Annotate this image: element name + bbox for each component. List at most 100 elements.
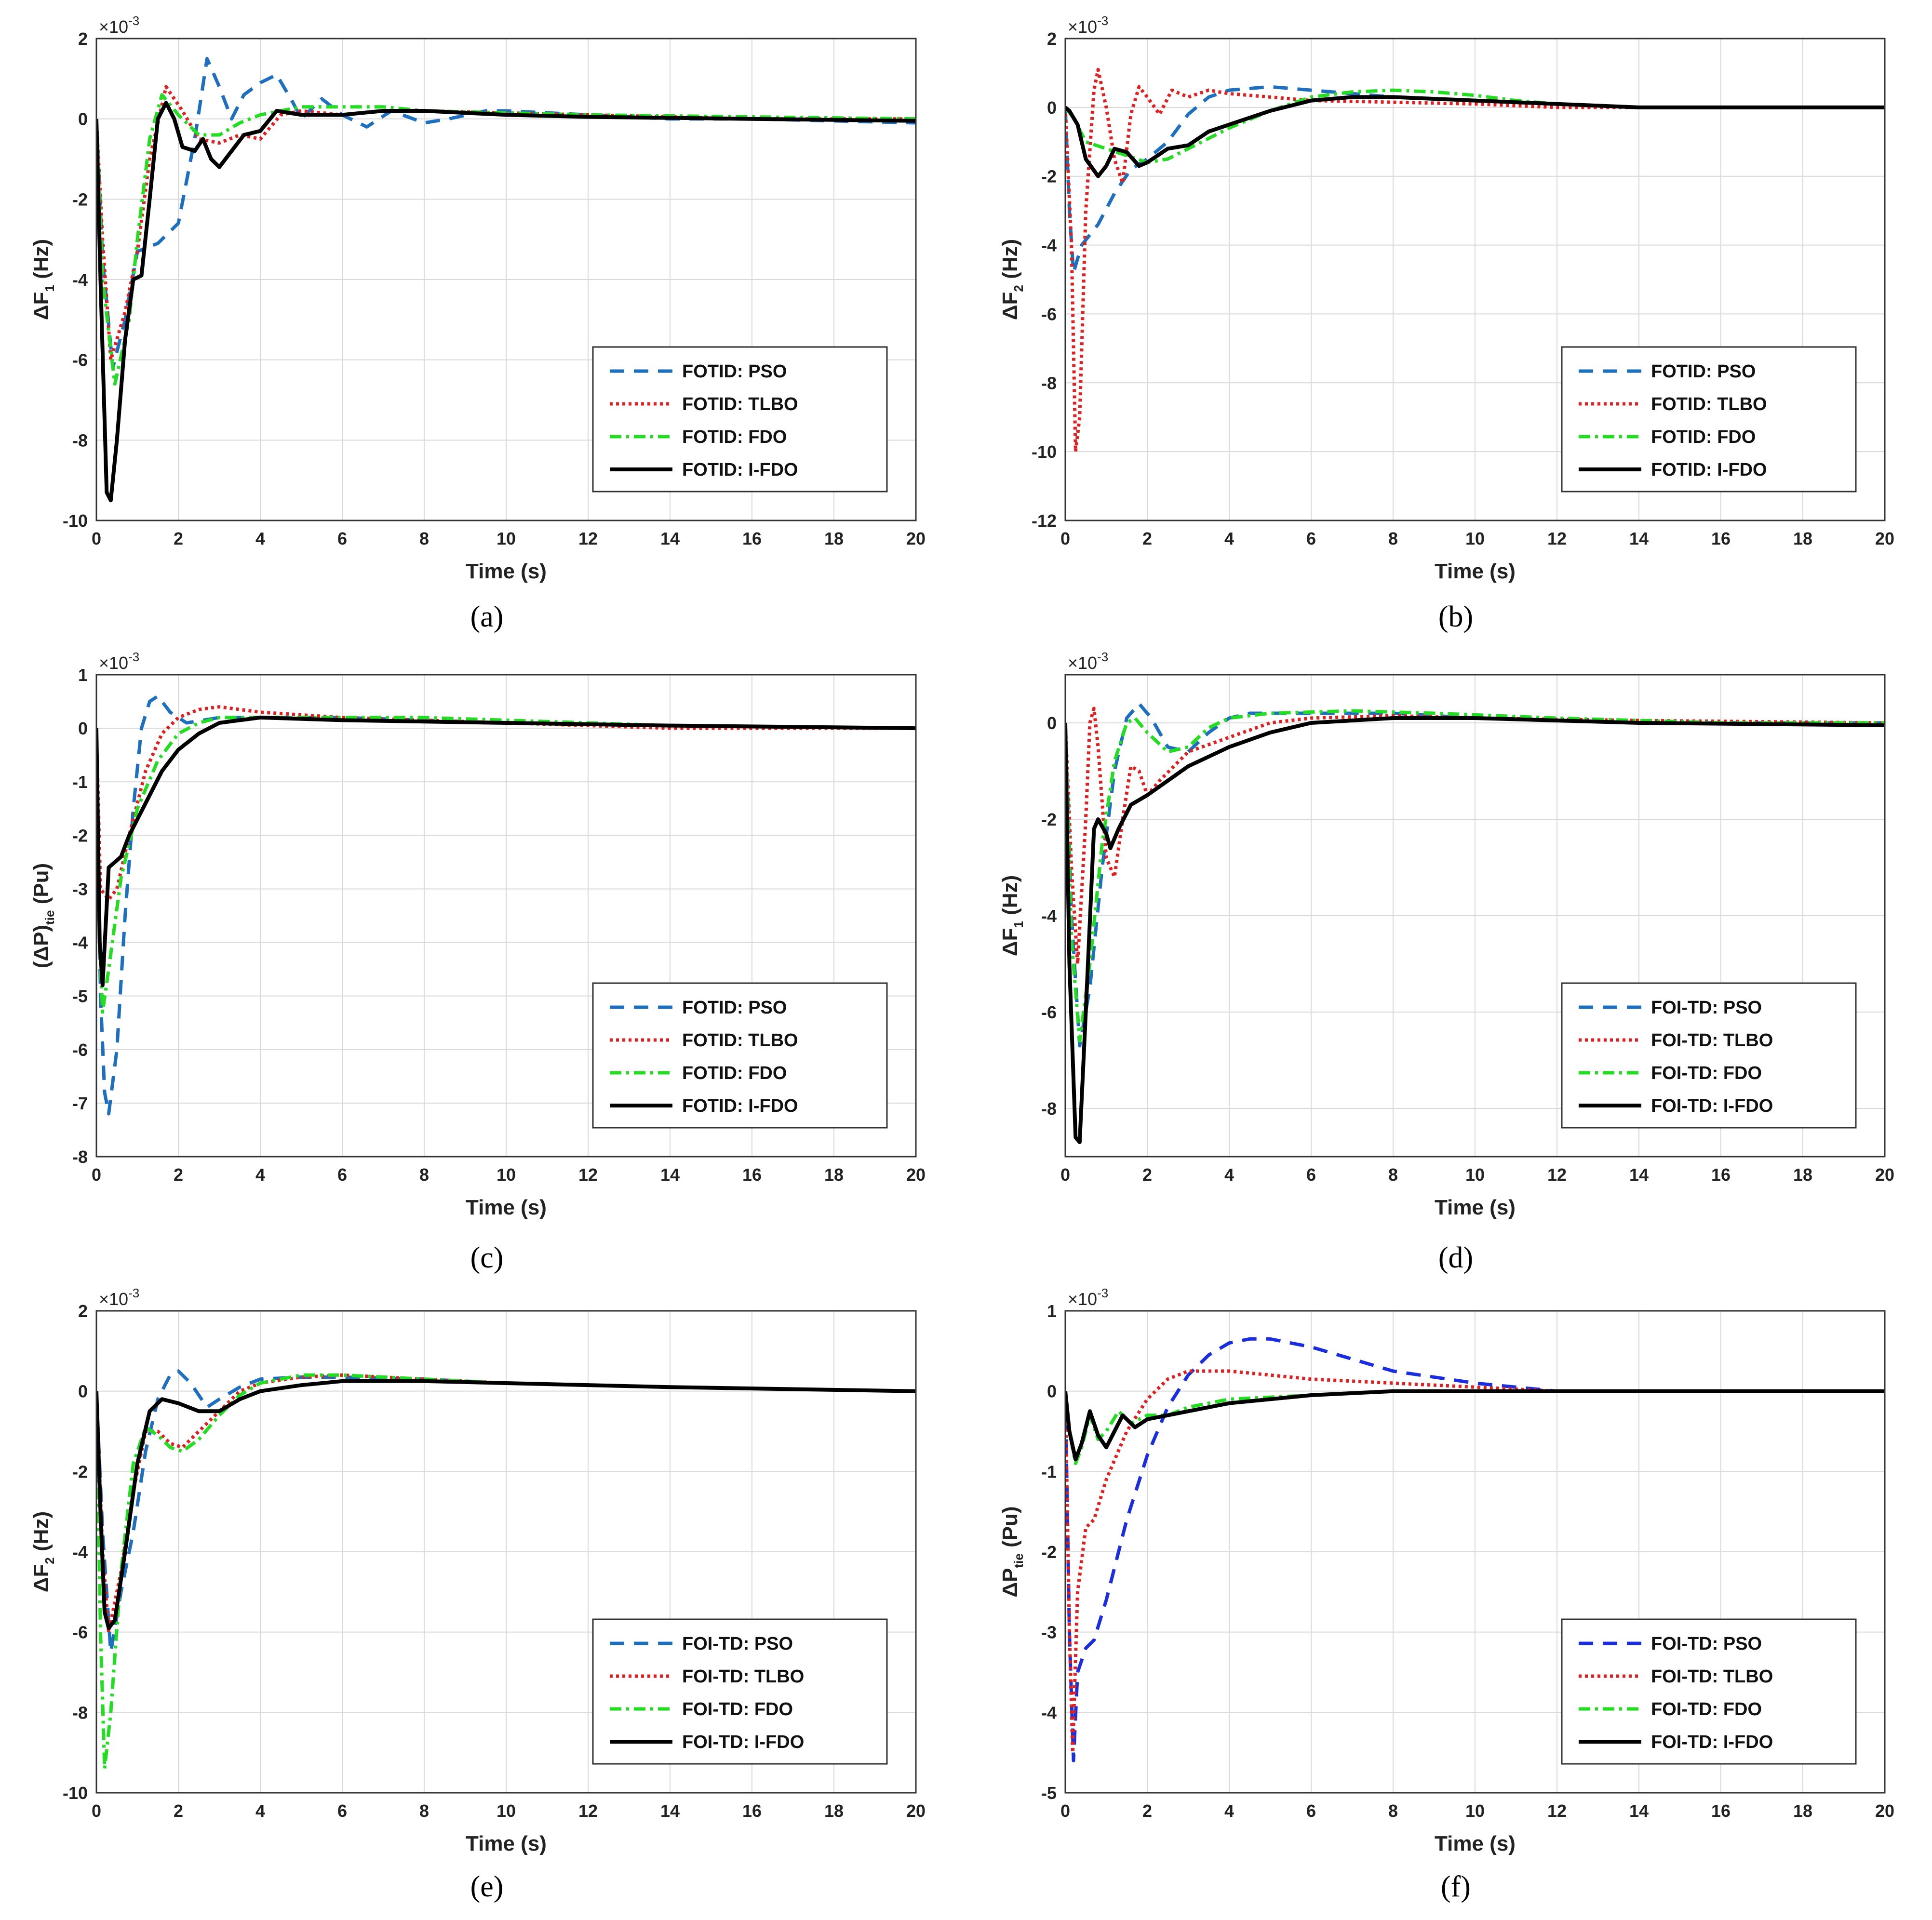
y-tick-label: -4 — [1041, 1703, 1057, 1722]
legend-label: FOTID: I-FDO — [682, 1096, 798, 1116]
y-tick-label: 0 — [78, 719, 88, 738]
x-tick-label: 14 — [660, 1801, 680, 1821]
y-tick-label: -4 — [72, 933, 88, 953]
x-tick-label: 12 — [1547, 1165, 1567, 1185]
x-tick-label: 18 — [1793, 1165, 1812, 1185]
x-tick-label: 8 — [419, 1801, 429, 1821]
y-axis-label: ΔF1 (Hz) — [29, 239, 57, 320]
x-tick-label: 20 — [1875, 529, 1894, 548]
x-tick-label: 14 — [660, 1165, 680, 1185]
panel-e: 0 2 4 6 8 10 12 14 16 18 20 -10 -8 -6 -4 -2 0 2 Time (s) ΔF… — [10, 1286, 964, 1908]
y-tick-label: -6 — [1041, 1002, 1057, 1022]
x-axis-label: Time (s) — [466, 1832, 547, 1855]
series-line-tlbo — [1065, 1369, 1885, 1755]
legend-label: FOI-TD: TLBO — [682, 1667, 804, 1687]
x-axis-label: Time (s) — [466, 1196, 547, 1219]
y-axis-label: ΔF2 (Hz) — [29, 1511, 57, 1592]
chart-b: 0 2 4 6 8 10 12 14 16 18 20 -12 -10 -8 -6 -4 -2 0 2 Time (s… — [998, 13, 1894, 583]
x-tick-label: 2 — [174, 1801, 183, 1821]
series-line-pso — [96, 1369, 916, 1654]
y-tick-label: 2 — [78, 1301, 88, 1321]
series-line-tlbo — [1065, 707, 1885, 966]
legend-label: FOI-TD: PSO — [1651, 1634, 1762, 1654]
legend-label: FOTID: I-FDO — [1651, 460, 1767, 480]
x-tick-label: 16 — [1711, 529, 1731, 548]
y-tick-label: 2 — [78, 29, 88, 49]
legend-label: FOI-TD: PSO — [1651, 998, 1762, 1018]
y-tick-label: -4 — [72, 1542, 88, 1562]
x-tick-label: 14 — [660, 529, 680, 548]
x-tick-label: 4 — [255, 1801, 265, 1821]
legend: FOTID: PSO FOTID: TLBO FOTID: FDO FOTID: I-… — [1561, 346, 1857, 493]
legend: FOI-TD: PSO FOI-TD: TLBO FOI-TD: FDO FOI-TD… — [1561, 1618, 1857, 1765]
legend-label: FOI-TD: I-FDO — [1651, 1732, 1773, 1752]
y-tick-label: -10 — [63, 1783, 88, 1803]
legend: FOI-TD: PSO FOI-TD: TLBO FOI-TD: FDO FOI-TD… — [1561, 982, 1857, 1129]
x-tick-label: 2 — [174, 529, 183, 548]
series-line-ifdo — [96, 715, 916, 987]
axes-box — [1064, 1310, 1886, 1794]
x-tick-label: 16 — [742, 1801, 762, 1821]
axes-box — [1064, 38, 1886, 521]
y-tick-label: -6 — [72, 1623, 88, 1642]
x-tick-label: 16 — [742, 1165, 762, 1185]
legend-label: FOI-TD: FDO — [1651, 1699, 1762, 1720]
legend-label: FOI-TD: I-FDO — [682, 1732, 804, 1752]
y-tick-label: -2 — [72, 1462, 88, 1481]
x-tick-label: 2 — [174, 1165, 183, 1185]
legend: FOTID: PSO FOTID: TLBO FOTID: FDO FOTID: I-… — [592, 982, 888, 1129]
panel-a: 0 2 4 6 8 10 12 14 16 18 20 -10 -8 -6 -4 -2 0 2 Time (s) ΔF… — [10, 13, 964, 636]
x-tick-label: 4 — [255, 1165, 265, 1185]
legend-label: FOTID: PSO — [682, 361, 787, 382]
y-axis-label: ΔF2 (Hz) — [998, 239, 1026, 320]
x-tick-label: 0 — [1060, 1801, 1070, 1821]
x-tick-label: 6 — [337, 1801, 347, 1821]
x-tick-label: 20 — [1875, 1801, 1894, 1821]
x-tick-label: 2 — [1142, 1165, 1152, 1185]
legend-label: FOI-TD: FDO — [1651, 1063, 1762, 1083]
legend-label: FOI-TD: PSO — [682, 1634, 793, 1654]
legend: FOTID: PSO FOTID: TLBO FOTID: FDO FOTID: I-… — [592, 346, 888, 493]
y-tick-label: 2 — [1047, 29, 1057, 49]
x-tick-label: 18 — [1793, 529, 1812, 548]
y-tick-label: -6 — [72, 1040, 88, 1060]
y-tick-label: -3 — [1041, 1623, 1057, 1642]
x-tick-label: 10 — [1465, 1165, 1485, 1185]
x-tick-label: 14 — [1629, 529, 1649, 548]
x-tick-label: 12 — [578, 1165, 598, 1185]
caption-b: (b) — [1438, 600, 1474, 633]
y-tick-label: -8 — [72, 1147, 88, 1167]
x-axis-label: Time (s) — [1435, 1832, 1516, 1855]
y-tick-label: 0 — [1047, 98, 1057, 118]
axis-multiplier: ×10-3 — [99, 13, 139, 37]
x-tick-label: 16 — [1711, 1165, 1731, 1185]
y-tick-label: -6 — [1041, 304, 1057, 324]
legend-label: FOTID: PSO — [1651, 361, 1756, 382]
y-axis-label: ΔF1 (Hz) — [998, 875, 1026, 956]
x-tick-label: 14 — [1629, 1801, 1649, 1821]
y-tick-label: -2 — [72, 189, 88, 209]
x-tick-label: 2 — [1142, 529, 1152, 548]
axis-multiplier: ×10-3 — [99, 1286, 139, 1309]
series-line-ifdo — [96, 1379, 916, 1630]
caption-c: (c) — [470, 1241, 504, 1274]
series-line-ifdo — [1065, 95, 1885, 178]
x-tick-label: 20 — [1875, 1165, 1894, 1185]
y-tick-label: -8 — [1041, 1099, 1057, 1119]
y-tick-label: -8 — [72, 1703, 88, 1722]
chart-a: 0 2 4 6 8 10 12 14 16 18 20 -10 -8 -6 -4 -2 0 2 Time (s) ΔF… — [29, 13, 926, 583]
x-tick-label: 8 — [1388, 1165, 1398, 1185]
y-tick-label: -2 — [1041, 810, 1057, 829]
caption-d: (d) — [1438, 1241, 1474, 1274]
x-axis-label: Time (s) — [466, 560, 547, 583]
legend-label: FOTID: PSO — [682, 998, 787, 1018]
series-line-ifdo — [1065, 716, 1885, 1144]
x-tick-label: 0 — [1060, 1165, 1070, 1185]
chart-e: 0 2 4 6 8 10 12 14 16 18 20 -10 -8 -6 -4 -2 0 2 Time (s) ΔF… — [29, 1286, 926, 1855]
legend-label: FOI-TD: TLBO — [1651, 1030, 1773, 1051]
series-line-pso — [96, 57, 916, 370]
x-tick-label: 4 — [255, 529, 265, 548]
y-tick-label: -4 — [1041, 906, 1057, 926]
series-line-pso — [96, 694, 916, 1116]
axes-box — [95, 674, 917, 1158]
